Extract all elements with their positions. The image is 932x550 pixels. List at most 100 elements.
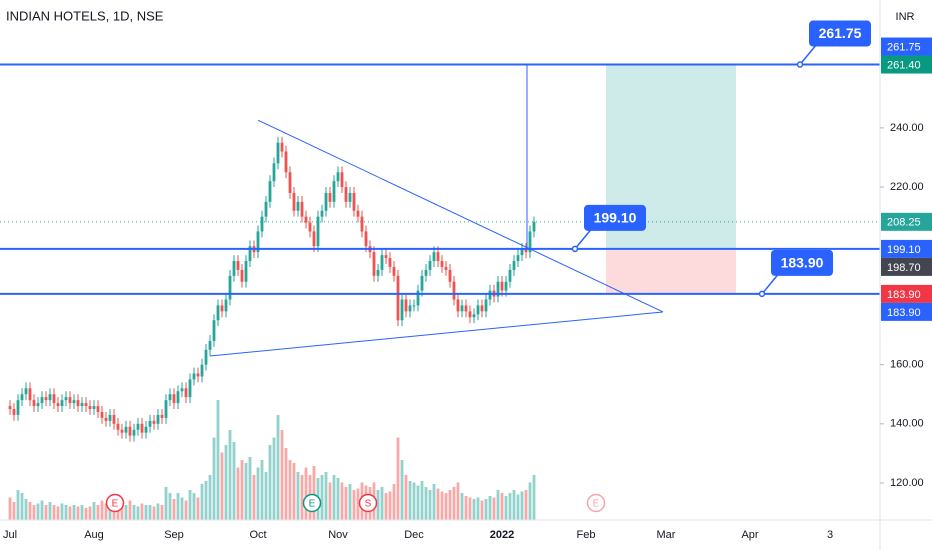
callout-box <box>771 249 833 276</box>
candle-body <box>420 275 424 291</box>
volume-bar <box>96 505 100 520</box>
volume-bar <box>72 505 76 520</box>
volume-bar <box>8 497 12 520</box>
volume-bar <box>348 484 352 520</box>
candle-body <box>432 252 436 262</box>
volume-bar <box>272 437 276 520</box>
volume-bar <box>156 503 160 520</box>
candle-body <box>208 340 212 350</box>
price-tag <box>881 257 932 276</box>
volume-bar <box>428 490 432 520</box>
price-tag-label: 183.90 <box>887 307 921 319</box>
volume-bar <box>444 493 448 520</box>
volume-bar <box>488 496 492 520</box>
candle-body <box>392 266 396 276</box>
x-tick-label: Oct <box>249 529 266 541</box>
currency: INR <box>896 11 915 23</box>
volume-bar <box>528 482 532 520</box>
volume-bar <box>88 506 92 520</box>
candle-body <box>480 305 484 312</box>
volume-bar <box>312 466 316 520</box>
candle-body <box>288 172 292 193</box>
candle-body <box>72 400 76 404</box>
candle-body <box>472 314 476 318</box>
candle-body <box>96 406 100 412</box>
candle-body <box>396 275 400 321</box>
y-tick-label: 160.00 <box>890 359 924 371</box>
candle-body <box>84 403 88 407</box>
volume-bar <box>40 500 44 520</box>
y-tick-label: 240.00 <box>890 122 924 134</box>
candle-body <box>184 388 188 398</box>
candle-body <box>460 305 464 312</box>
loss-zone <box>606 248 736 294</box>
candle-body <box>296 201 300 211</box>
trendline <box>257 119 664 313</box>
volume-bar <box>468 497 472 520</box>
volume-bar <box>48 502 52 520</box>
volume-bar <box>176 493 180 520</box>
volume-bar <box>520 491 524 520</box>
candle-body <box>264 201 268 217</box>
volume-bar <box>484 499 488 520</box>
event-label: E <box>112 499 119 510</box>
volume-bar <box>32 505 36 520</box>
candle-body <box>508 269 512 282</box>
price-tag <box>881 239 932 258</box>
volume-bar <box>144 505 148 520</box>
candle-body <box>484 299 488 312</box>
volume-bar <box>216 400 220 520</box>
x-tick-label: Nov <box>328 529 348 541</box>
x-tick-label: Dec <box>404 529 424 541</box>
volume-bar <box>284 448 288 520</box>
volume-bar <box>384 493 388 520</box>
candle-body <box>172 394 176 404</box>
callout-label: 261.75 <box>819 25 862 41</box>
volume-bar <box>148 505 152 520</box>
volume-bar <box>388 491 392 520</box>
volume-bar <box>100 500 104 520</box>
candle-body <box>64 397 68 401</box>
x-tick-label: 2022 <box>490 529 514 541</box>
volume-bar <box>256 467 260 520</box>
volume-bar <box>240 460 244 520</box>
candle-body <box>48 394 52 401</box>
volume-bar <box>152 506 156 520</box>
volume-bar <box>420 481 424 520</box>
candle-body <box>8 406 12 410</box>
volume-bar <box>336 478 340 520</box>
candle-body <box>192 373 196 380</box>
candle-body <box>104 417 108 421</box>
candle-body <box>12 409 16 415</box>
candle-body <box>144 426 148 433</box>
volume-bar <box>300 475 304 520</box>
candle-body <box>388 258 392 267</box>
callout-label: 199.10 <box>594 210 637 226</box>
event-label: E <box>309 499 316 510</box>
candle-body <box>140 423 144 433</box>
volume-bar <box>500 493 504 520</box>
candle-body <box>124 426 128 433</box>
x-tick-label: 3 <box>827 529 833 541</box>
volume-bar <box>172 499 176 520</box>
candle-body <box>500 281 504 291</box>
candle-body <box>136 423 140 430</box>
volume-bar <box>92 502 96 520</box>
volume-bar <box>60 503 64 520</box>
candle-body <box>344 187 348 202</box>
candle-body <box>316 216 320 247</box>
volume-bar <box>380 487 384 520</box>
event-marker <box>105 493 125 513</box>
volume-bar <box>44 505 48 520</box>
volume-bar <box>328 482 332 520</box>
y-tick-label: 220.00 <box>890 181 924 193</box>
candle-body <box>240 269 244 282</box>
candle-body <box>168 394 172 401</box>
volume-bar <box>332 475 336 520</box>
candle-body <box>408 305 412 312</box>
candle-body <box>272 163 276 182</box>
candle-body <box>284 151 288 173</box>
volume-bar <box>352 490 356 520</box>
candle-body <box>188 379 192 398</box>
candle-body <box>452 281 456 300</box>
